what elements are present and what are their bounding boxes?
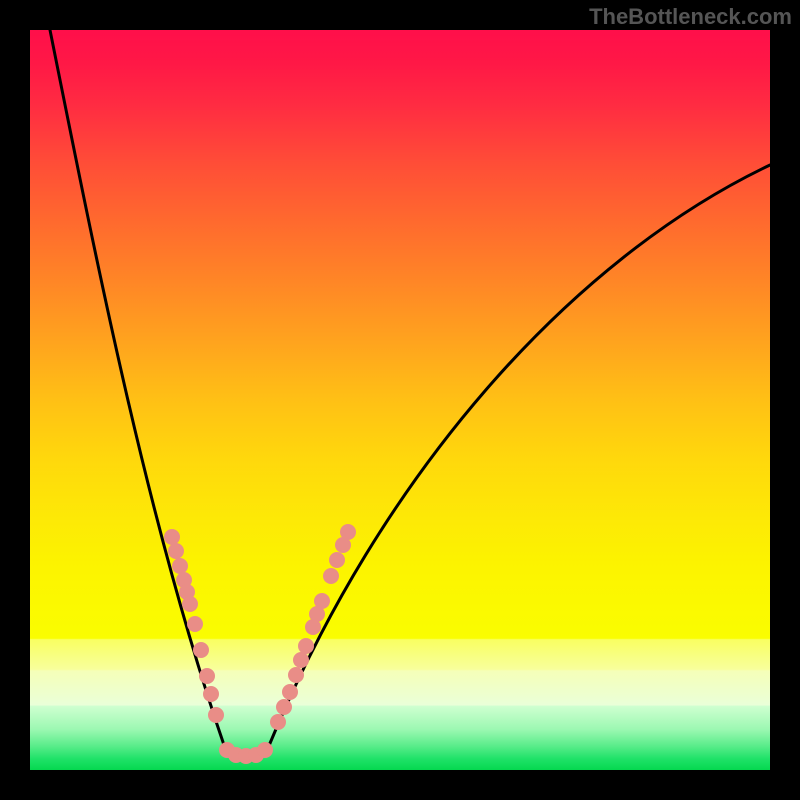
data-marker xyxy=(182,596,198,612)
data-marker xyxy=(203,686,219,702)
chart-container: TheBottleneck.com xyxy=(0,0,800,800)
data-marker xyxy=(314,593,330,609)
data-marker xyxy=(276,699,292,715)
data-marker xyxy=(282,684,298,700)
data-marker xyxy=(298,638,314,654)
data-marker xyxy=(323,568,339,584)
data-marker xyxy=(199,668,215,684)
data-marker xyxy=(329,552,345,568)
chart-svg xyxy=(0,0,800,800)
data-marker xyxy=(288,667,304,683)
data-marker xyxy=(172,558,188,574)
watermark-text: TheBottleneck.com xyxy=(589,4,792,30)
gradient-plot-area xyxy=(30,30,770,770)
data-marker xyxy=(168,543,184,559)
data-marker xyxy=(164,529,180,545)
data-marker xyxy=(193,642,209,658)
data-marker xyxy=(293,652,309,668)
data-marker xyxy=(187,616,203,632)
data-marker xyxy=(270,714,286,730)
data-marker xyxy=(208,707,224,723)
data-marker xyxy=(257,742,273,758)
data-marker xyxy=(340,524,356,540)
